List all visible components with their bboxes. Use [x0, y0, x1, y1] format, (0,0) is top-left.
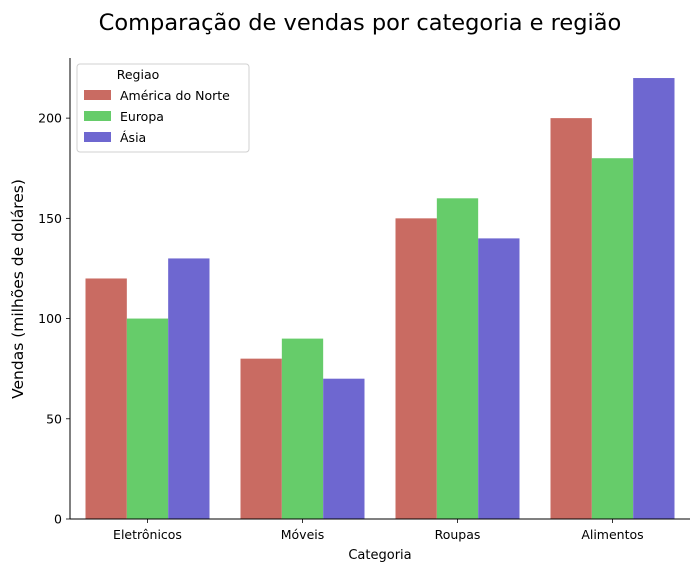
chart-title: Comparação de vendas por categoria e reg… — [99, 10, 622, 36]
bar-1-1 — [85, 278, 127, 519]
bar-4-1 — [550, 118, 592, 519]
legend-label: América do Norte — [120, 88, 230, 103]
bar-2-2 — [281, 338, 324, 519]
y-tick-label: 100 — [38, 311, 62, 326]
legend-label: Ásia — [120, 130, 146, 145]
bar-3-2 — [436, 198, 479, 519]
bar-4-2 — [591, 158, 634, 519]
bar-3-3 — [478, 238, 520, 520]
y-tick-label: 200 — [38, 111, 62, 126]
axes-group: Eletrônicos Móveis Roupas Alimentos 0 50 100 15… — [38, 58, 690, 542]
legend-swatch — [84, 132, 111, 142]
x-tick-label: Alimentos — [581, 527, 643, 542]
legend-swatch — [84, 111, 111, 121]
legend-swatch — [84, 90, 111, 100]
x-tick-label: Móveis — [281, 527, 325, 542]
legend-title: Regiao — [117, 67, 160, 82]
bar-2-1 — [240, 358, 282, 519]
y-tick-label: 150 — [38, 211, 62, 226]
x-axis-label: Categoria — [348, 548, 411, 563]
x-tick-label: Eletrônicos — [113, 527, 182, 542]
bar-3-1 — [395, 218, 437, 519]
bar-1-3 — [168, 258, 210, 519]
bar-4-3 — [633, 78, 675, 519]
x-tick-label: Roupas — [435, 527, 481, 542]
y-axis-label: Vendas (milhões de doláres) — [9, 179, 27, 399]
legend-box — [76, 63, 250, 153]
y-tick-label: 50 — [46, 411, 62, 426]
bar-1-2 — [126, 318, 169, 519]
bar-2-3 — [323, 378, 365, 519]
legend-label: Europa — [120, 109, 164, 124]
y-tick-label: 0 — [54, 512, 62, 527]
legend: Regiao América do Norte Europa Ásia — [76, 63, 250, 153]
bars-group — [85, 78, 675, 520]
